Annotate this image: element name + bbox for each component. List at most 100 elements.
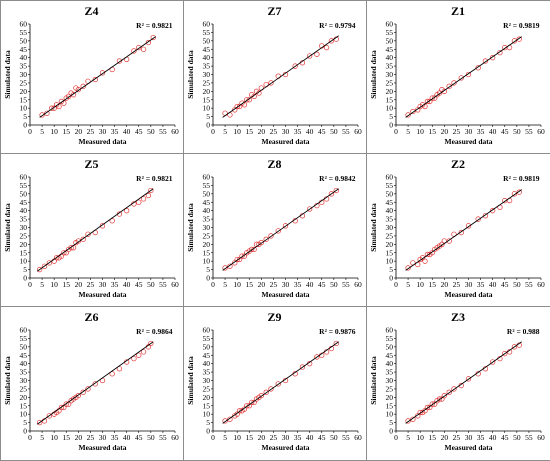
y-tick-label: 60 xyxy=(385,172,393,181)
x-axis-label: Measured data xyxy=(78,137,126,146)
x-axis-label: Measured data xyxy=(78,443,126,452)
x-tick-label: 10 xyxy=(50,433,58,442)
x-tick-label: 25 xyxy=(86,280,94,289)
y-tick-label: 30 xyxy=(202,223,210,232)
y-tick-label: 20 xyxy=(385,86,393,95)
x-tick-label: 10 xyxy=(416,280,424,289)
x-tick-label: 45 xyxy=(135,433,143,442)
y-tick-label: 30 xyxy=(202,376,210,385)
x-tick-label: 20 xyxy=(74,433,82,442)
y-tick-label: 40 xyxy=(385,53,393,62)
y-tick-label: 50 xyxy=(202,342,210,351)
x-tick-label: 50 xyxy=(147,280,155,289)
y-tick-label: 15 xyxy=(385,248,393,257)
y-tick-label: 25 xyxy=(385,78,393,87)
x-tick-label: 55 xyxy=(525,280,533,289)
x-tick-label: 0 xyxy=(394,433,398,442)
x-axis-label: Measured data xyxy=(444,443,492,452)
y-tick-label: 60 xyxy=(202,172,210,181)
y-tick-label: 35 xyxy=(202,214,210,223)
y-tick-label: 20 xyxy=(19,86,27,95)
x-tick-label: 40 xyxy=(305,280,313,289)
y-tick-label: 40 xyxy=(385,206,393,215)
y-tick-label: 0 xyxy=(389,273,393,282)
trend-line xyxy=(222,35,338,117)
x-tick-label: 10 xyxy=(233,280,241,289)
x-tick-label: 15 xyxy=(62,127,70,136)
x-tick-label: 0 xyxy=(394,127,398,136)
trend-line xyxy=(37,188,153,270)
y-tick-label: 15 xyxy=(385,95,393,104)
data-point xyxy=(141,46,146,51)
y-tick-label: 0 xyxy=(389,426,393,435)
y-tick-label: 35 xyxy=(385,367,393,376)
x-tick-label: 35 xyxy=(293,127,301,136)
x-tick-label: 45 xyxy=(135,280,143,289)
x-tick-label: 30 xyxy=(464,127,472,136)
y-tick-label: 35 xyxy=(19,367,27,376)
y-tick-label: 40 xyxy=(202,53,210,62)
y-tick-label: 60 xyxy=(202,325,210,334)
x-tick-label: 50 xyxy=(147,433,155,442)
x-tick-label: 40 xyxy=(305,127,313,136)
y-tick-label: 5 xyxy=(206,112,210,121)
y-tick-label: 5 xyxy=(206,418,210,427)
x-tick-label: 50 xyxy=(330,433,338,442)
x-tick-label: 60 xyxy=(537,433,545,442)
x-tick-label: 25 xyxy=(269,280,277,289)
y-axis-label: Simulated data xyxy=(186,49,195,98)
x-tick-label: 60 xyxy=(171,433,179,442)
y-tick-label: 60 xyxy=(385,325,393,334)
x-tick-label: 50 xyxy=(330,280,338,289)
x-tick-label: 30 xyxy=(464,280,472,289)
x-tick-label: 35 xyxy=(110,280,118,289)
y-tick-label: 40 xyxy=(19,359,27,368)
x-tick-label: 60 xyxy=(354,280,362,289)
x-tick-label: 40 xyxy=(122,280,130,289)
x-tick-label: 15 xyxy=(428,127,436,136)
x-tick-label: 35 xyxy=(110,127,118,136)
y-tick-label: 50 xyxy=(19,36,27,45)
x-tick-label: 15 xyxy=(245,280,253,289)
x-tick-label: 30 xyxy=(98,280,106,289)
y-tick-label: 15 xyxy=(202,248,210,257)
x-tick-label: 55 xyxy=(342,127,350,136)
y-tick-label: 5 xyxy=(23,112,27,121)
x-tick-label: 55 xyxy=(159,433,167,442)
x-tick-label: 15 xyxy=(245,433,253,442)
y-tick-label: 45 xyxy=(202,197,210,206)
trend-line xyxy=(405,36,521,117)
x-axis-label: Measured data xyxy=(78,290,126,299)
y-axis-label: Simulated data xyxy=(369,49,378,98)
x-tick-label: 30 xyxy=(281,280,289,289)
y-tick-label: 35 xyxy=(19,61,27,70)
trend-line xyxy=(405,341,521,423)
x-tick-label: 10 xyxy=(50,127,58,136)
x-tick-label: 5 xyxy=(40,433,44,442)
trend-line xyxy=(222,188,338,270)
y-tick-label: 15 xyxy=(202,95,210,104)
y-tick-label: 0 xyxy=(23,120,27,129)
x-tick-label: 55 xyxy=(525,127,533,136)
y-tick-label: 55 xyxy=(19,180,27,189)
x-tick-label: 5 xyxy=(40,127,44,136)
y-axis-label: Simulated data xyxy=(3,355,12,404)
y-tick-label: 20 xyxy=(385,239,393,248)
y-tick-label: 35 xyxy=(19,214,27,223)
x-tick-label: 60 xyxy=(354,127,362,136)
x-tick-label: 50 xyxy=(147,127,155,136)
y-tick-label: 0 xyxy=(389,120,393,129)
y-tick-label: 50 xyxy=(385,342,393,351)
y-tick-label: 40 xyxy=(385,359,393,368)
x-tick-label: 45 xyxy=(318,127,326,136)
